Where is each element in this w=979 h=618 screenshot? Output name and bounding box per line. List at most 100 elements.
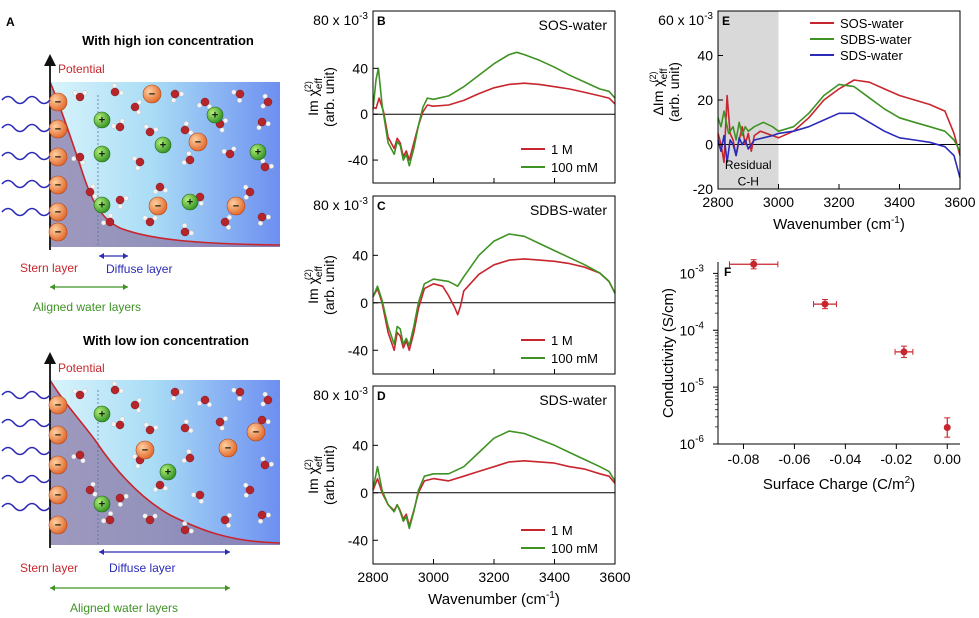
y-scale-label: 80 x 10-3 bbox=[313, 196, 368, 213]
anion-icon bbox=[48, 455, 68, 475]
minus-sign-icon: − bbox=[55, 207, 61, 219]
hydrogen-atom-icon bbox=[152, 215, 158, 221]
x-tick-label: 3400 bbox=[884, 194, 915, 210]
oxygen-atom-icon bbox=[195, 490, 205, 500]
hydrogen-atom-icon bbox=[142, 513, 148, 519]
minus-sign-icon: − bbox=[195, 137, 201, 149]
scale-base: 80 x 10 bbox=[313, 12, 359, 28]
x-tick-label: -0.02 bbox=[880, 451, 912, 467]
hydrogen-atom-icon bbox=[136, 397, 142, 403]
x-axis-label: Wavenumber (cm-1) bbox=[773, 215, 905, 233]
y-axis-label: ΔIm χeff(2) bbox=[648, 68, 670, 115]
x-label-end: ) bbox=[910, 476, 915, 493]
hydrogen-atom-icon bbox=[171, 97, 177, 103]
hydrogen-atom-icon bbox=[123, 493, 129, 499]
water-molecule-icon bbox=[180, 521, 194, 535]
aligned-layers-label-bottom: Aligned water layers bbox=[70, 601, 178, 615]
oxygen-atom-icon bbox=[257, 415, 267, 425]
potential-curve-bottom bbox=[49, 379, 281, 544]
minus-sign-icon: − bbox=[55, 520, 61, 532]
y-label-subscript: eff bbox=[314, 266, 325, 277]
electrode-wiggles-top bbox=[1, 95, 51, 217]
water-molecule-icon bbox=[181, 449, 195, 464]
water-molecule-icon bbox=[215, 416, 228, 431]
x-label-text: Wavenumber (cm bbox=[428, 591, 546, 608]
hydrogen-atom-icon bbox=[136, 407, 142, 413]
plus-sign-icon: + bbox=[99, 200, 105, 212]
y-label-main: Im χ bbox=[305, 276, 321, 303]
oxygen-atom-icon bbox=[155, 480, 165, 490]
hydrogen-atom-icon bbox=[231, 387, 237, 393]
hydrogen-atom-icon bbox=[188, 528, 194, 534]
y-tick-label: 40 bbox=[352, 247, 368, 263]
chart-title: SDBS-water bbox=[530, 202, 607, 218]
oxygen-atom-icon bbox=[145, 425, 155, 435]
hydrogen-atom-icon bbox=[90, 481, 96, 487]
hydrogen-atom-icon bbox=[221, 148, 227, 154]
hydrogen-atom-icon bbox=[231, 89, 237, 95]
hydrogen-atom-icon bbox=[72, 90, 78, 96]
oxygen-atom-icon bbox=[185, 453, 195, 463]
minus-sign-icon: − bbox=[55, 152, 61, 164]
oxygen-atom-icon bbox=[110, 385, 120, 395]
y-tick-label: 10-4 bbox=[680, 320, 705, 338]
aligned-layers-label-top: Aligned water layers bbox=[33, 300, 141, 314]
oxygen-atom-icon bbox=[185, 155, 195, 165]
oxygen-atom-icon bbox=[75, 92, 85, 102]
cation-icon bbox=[93, 145, 111, 163]
oxygen-atom-icon bbox=[257, 510, 267, 520]
hydrogen-atom-icon bbox=[260, 103, 266, 109]
hydrogen-atom-icon bbox=[72, 388, 78, 394]
hydrogen-atom-icon bbox=[135, 165, 141, 171]
panel-letter-d: D bbox=[377, 389, 386, 403]
y-label-subscript: eff bbox=[659, 68, 670, 79]
x-tick-label: -0.04 bbox=[829, 451, 861, 467]
data-point bbox=[821, 300, 829, 308]
y-tick-label: 20 bbox=[697, 92, 713, 108]
series-line-100-mm bbox=[372, 233, 616, 347]
hydrogen-atom-icon bbox=[118, 388, 124, 394]
hydrogen-atom-icon bbox=[265, 512, 271, 518]
water-molecule-icon bbox=[260, 93, 273, 109]
legend-label: 1 M bbox=[551, 523, 573, 538]
cation-icon bbox=[249, 143, 267, 161]
water-molecule-icon bbox=[180, 223, 194, 237]
x-tick-label: 0.00 bbox=[934, 451, 961, 467]
panel-letter-f: F bbox=[724, 265, 731, 279]
cation-icon bbox=[93, 405, 111, 423]
water-molecule-icon bbox=[101, 511, 115, 525]
hydrogen-atom-icon bbox=[90, 183, 96, 189]
chart-e-difference: -20 0 20 40 60 x 10-3 2800 3000 3200 3400 3600 Wav… bbox=[648, 10, 976, 233]
hydrogen-atom-icon bbox=[108, 511, 114, 517]
anion-icon bbox=[48, 485, 68, 505]
hydrogen-atom-icon bbox=[92, 193, 98, 199]
cation-icon bbox=[93, 495, 111, 513]
hydrogen-atom-icon bbox=[118, 90, 124, 96]
y-tick-label: 0 bbox=[705, 137, 713, 153]
anion-icon bbox=[218, 438, 238, 458]
hydrogen-atom-icon bbox=[117, 203, 123, 209]
chart-d-sds-water: -40 0 40 80 x 10-3 2800 3000 3200 3400 3600 Waven… bbox=[303, 385, 631, 608]
water-molecule-icon bbox=[115, 493, 129, 507]
x-label-exponent: -1 bbox=[546, 590, 555, 601]
y-label-superscript: (2) bbox=[303, 81, 313, 92]
hydrogen-atom-icon bbox=[178, 91, 184, 97]
scale-exponent: -3 bbox=[704, 11, 713, 22]
y-label-superscript: (2) bbox=[303, 269, 313, 280]
anion-icon bbox=[142, 84, 162, 104]
y-tick-label: 0 bbox=[360, 106, 368, 122]
x-tick-label: 3200 bbox=[823, 194, 854, 210]
x-tick-label: 3000 bbox=[763, 194, 794, 210]
hydrogen-atom-icon bbox=[188, 428, 194, 434]
water-molecule-icon bbox=[181, 151, 195, 166]
water-molecule-icon bbox=[231, 89, 245, 103]
minus-sign-icon: − bbox=[149, 89, 155, 101]
minus-sign-icon: − bbox=[253, 427, 259, 439]
plus-sign-icon: + bbox=[255, 147, 261, 159]
water-molecule-icon bbox=[71, 450, 86, 464]
hydrogen-atom-icon bbox=[101, 220, 107, 226]
x-tick-label: 2800 bbox=[702, 194, 733, 210]
plus-sign-icon: + bbox=[165, 467, 171, 479]
stern-layer-label-top: Stern layer bbox=[20, 261, 78, 275]
